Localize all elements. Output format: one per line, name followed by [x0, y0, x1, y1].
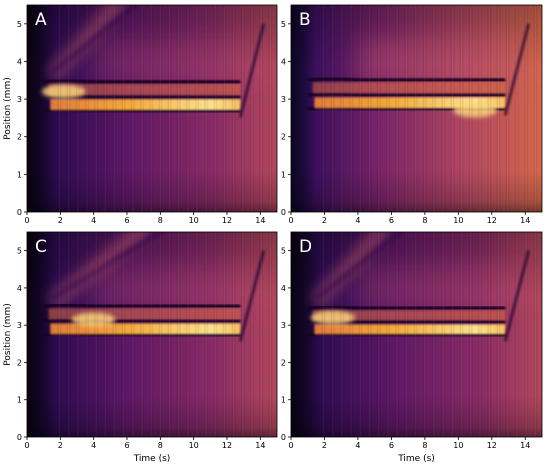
x-tick-label: 6 [124, 216, 129, 225]
y-tick-label: 3 [281, 95, 286, 104]
axes-frame [290, 231, 543, 438]
y-tick-label: 1 [17, 396, 22, 405]
x-tick-label: 4 [355, 441, 360, 450]
x-tick-label: 8 [158, 216, 163, 225]
y-tick-label: 4 [281, 284, 286, 293]
x-tick-label: 8 [422, 441, 427, 450]
x-tick-label: 12 [222, 216, 232, 225]
x-tick-label: 10 [453, 216, 463, 225]
x-tick-label: 6 [124, 441, 129, 450]
x-tick-label: 14 [255, 441, 265, 450]
x-tick-label: 4 [91, 216, 96, 225]
y-tick-label: 0 [17, 433, 22, 442]
panel-letter: B [299, 10, 311, 30]
y-tick-label: 5 [17, 20, 22, 29]
x-tick-label: 0 [288, 216, 293, 225]
panel-letter: D [299, 237, 312, 257]
x-tick-label: 2 [322, 441, 327, 450]
y-axis-title: Position (mm) [3, 77, 13, 139]
heatmap-area [27, 232, 277, 437]
x-tick-label: 6 [389, 441, 394, 450]
y-tick-label: 3 [17, 321, 22, 330]
y-tick-label: 2 [17, 133, 22, 142]
axes-frame [26, 4, 278, 213]
x-tick-label: 12 [487, 441, 497, 450]
x-tick-label: 10 [453, 441, 463, 450]
x-tick-label: 2 [58, 441, 63, 450]
y-tick-label: 4 [17, 284, 22, 293]
x-tick-label: 2 [322, 216, 327, 225]
y-tick-label: 2 [17, 358, 22, 367]
x-tick-label: 6 [389, 216, 394, 225]
y-tick-label: 3 [17, 95, 22, 104]
x-tick-label: 4 [91, 441, 96, 450]
x-tick-label: 12 [222, 441, 232, 450]
x-tick-label: 2 [58, 216, 63, 225]
x-tick-label: 8 [158, 441, 163, 450]
x-tick-label: 8 [422, 216, 427, 225]
y-tick-label: 2 [281, 358, 286, 367]
x-tick-label: 4 [355, 216, 360, 225]
x-tick-label: 0 [24, 441, 29, 450]
y-tick-label: 4 [17, 57, 22, 66]
y-tick-label: 2 [281, 133, 286, 142]
heatmap-area [27, 5, 277, 212]
y-tick-label: 0 [17, 208, 22, 217]
y-tick-label: 1 [281, 396, 286, 405]
y-axis-title: Position (mm) [3, 303, 13, 365]
y-tick-label: 1 [17, 170, 22, 179]
axes-frame [290, 4, 543, 213]
axes-frame [26, 231, 278, 438]
x-axis-title: Time (s) [133, 454, 171, 464]
y-tick-label: 0 [281, 433, 286, 442]
x-tick-label: 0 [24, 216, 29, 225]
y-tick-label: 4 [281, 57, 286, 66]
y-tick-label: 5 [281, 247, 286, 256]
panel-letter: A [35, 10, 47, 30]
y-tick-label: 0 [281, 208, 286, 217]
x-axis-title: Time (s) [397, 454, 435, 464]
y-tick-label: 1 [281, 170, 286, 179]
x-tick-label: 10 [189, 441, 199, 450]
y-tick-label: 5 [17, 247, 22, 256]
x-tick-label: 14 [255, 216, 265, 225]
x-tick-label: 14 [520, 441, 530, 450]
y-tick-label: 3 [281, 321, 286, 330]
heatmap-area [291, 232, 542, 437]
y-tick-label: 5 [281, 20, 286, 29]
x-tick-label: 12 [487, 216, 497, 225]
panel-letter: C [35, 237, 47, 257]
x-tick-label: 14 [520, 216, 530, 225]
x-tick-label: 10 [189, 216, 199, 225]
heatmap-area [291, 5, 542, 212]
x-tick-label: 0 [288, 441, 293, 450]
